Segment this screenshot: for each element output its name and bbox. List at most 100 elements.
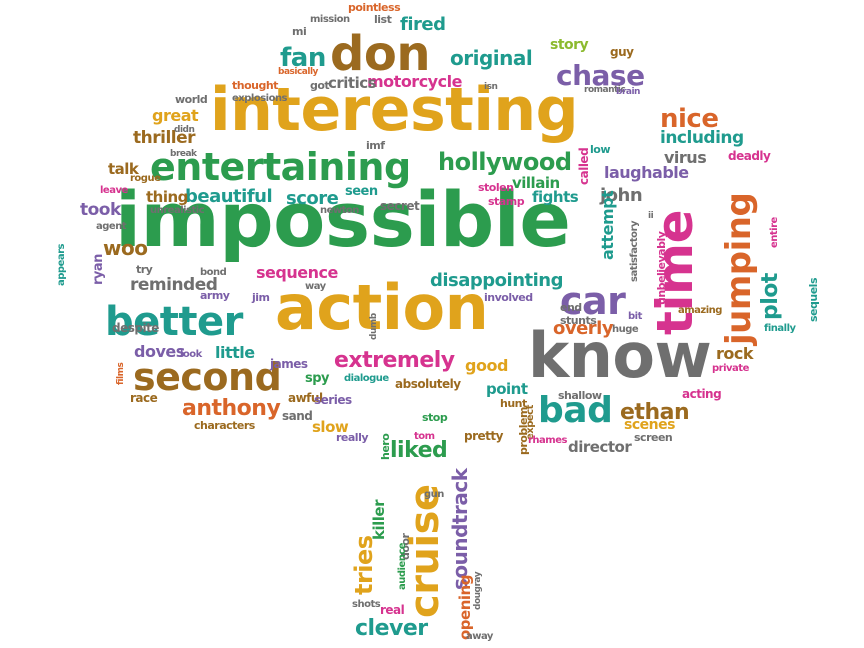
cloud-word: fired (400, 14, 446, 35)
cloud-word: acting (682, 387, 722, 401)
cloud-word: dougray (473, 571, 483, 610)
cloud-word: shots (352, 599, 381, 610)
cloud-word: stamp (488, 195, 525, 208)
cloud-word: sequels (807, 278, 820, 322)
cloud-word: break (170, 149, 197, 159)
cloud-word: real (380, 603, 405, 617)
cloud-word: appears (56, 244, 67, 286)
cloud-word: sand (282, 409, 313, 423)
cloud-word: overly (553, 318, 614, 339)
cloud-word: better (105, 299, 243, 345)
cloud-word: tom (414, 431, 435, 442)
cloud-word: satisfactory (629, 221, 640, 282)
cloud-word: mi (292, 25, 307, 38)
cloud-word: dumb (369, 313, 379, 340)
cloud-word: involved (484, 291, 533, 304)
cloud-word: impossible (115, 175, 571, 264)
cloud-word: entire (769, 217, 780, 248)
cloud-word: low (590, 143, 611, 156)
cloud-word: fights (532, 188, 579, 206)
cloud-word: away (466, 631, 493, 642)
cloud-word: laughable (604, 163, 689, 182)
cloud-word: ryan (91, 254, 106, 285)
cloud-word: agent (96, 221, 127, 232)
cloud-word: anthony (182, 396, 281, 421)
cloud-word: really (336, 431, 369, 444)
cloud-word: series (314, 393, 352, 407)
cloud-word: rock (716, 344, 754, 363)
cloud-word: thought (232, 79, 278, 92)
cloud-word: look (180, 349, 202, 360)
cloud-word: liked (390, 438, 448, 463)
cloud-word: scenes (624, 417, 675, 433)
cloud-word: brain (616, 87, 640, 97)
cloud-word: list (374, 13, 392, 26)
cloud-word: took (80, 200, 121, 220)
cloud-word: interesting (210, 75, 579, 145)
cloud-word: action (275, 271, 489, 344)
cloud-word: attempt (598, 190, 617, 260)
cloud-word: seen (345, 184, 378, 199)
cloud-word: got (310, 79, 330, 92)
cloud-word: gun (424, 489, 444, 500)
cloud-word: tries (350, 535, 378, 595)
cloud-word: finally (764, 323, 796, 334)
cloud-word: secret (380, 199, 420, 213)
cloud-word: clever (355, 616, 428, 641)
cloud-word: unrealistic (150, 205, 205, 216)
cloud-word: including (660, 128, 744, 148)
cloud-word: rhames (528, 435, 567, 446)
cloud-word: world (175, 93, 208, 106)
cloud-word: newton (320, 205, 359, 216)
cloud-word: soundtrack (448, 468, 472, 590)
cloud-word: isn (484, 82, 498, 92)
cloud-word: mission (310, 14, 350, 25)
cloud-word: amazing (678, 305, 722, 316)
cloud-word: ii (648, 211, 654, 221)
cloud-word: know (528, 319, 712, 392)
cloud-word: screen (634, 431, 673, 444)
cloud-word: called (577, 147, 591, 185)
cloud-word: ethan (620, 400, 690, 425)
cloud-word: bond (200, 267, 227, 278)
cloud-word: hollywood (438, 148, 572, 176)
cloud-word: stop (422, 411, 448, 424)
cloud-word: jumping (719, 192, 759, 345)
cloud-word: explosions (232, 93, 288, 104)
cloud-word: villain (512, 174, 560, 192)
cloud-word: reminded (130, 275, 218, 295)
cloud-word: don (330, 26, 431, 82)
cloud-word: romantic (584, 85, 626, 95)
cloud-word: didn (174, 125, 195, 135)
cloud-word: motorcycle (367, 72, 462, 91)
cloud-word: extremely (334, 348, 455, 373)
cloud-word: great (152, 106, 199, 125)
cloud-word: little (215, 343, 255, 362)
cloud-word: critics (328, 74, 377, 92)
cloud-word: thriller (133, 128, 196, 148)
cloud-word: beautiful (185, 186, 273, 207)
cloud-word: second (133, 355, 282, 399)
cloud-word: absolutely (395, 377, 461, 391)
cloud-word: stolen (478, 181, 514, 194)
cloud-word: army (200, 289, 230, 302)
cloud-word: private (712, 363, 749, 374)
cloud-word: unbelievably (655, 231, 668, 305)
cloud-word: chase (556, 59, 645, 92)
cloud-word: john (600, 185, 643, 206)
cloud-word: leave (100, 185, 128, 196)
cloud-word: pretty (464, 429, 503, 443)
cloud-word: plot (758, 273, 783, 320)
cloud-word: doves (134, 342, 185, 361)
cloud-word: race (130, 391, 158, 405)
cloud-word: nice (660, 104, 719, 134)
cloud-word: bit (628, 311, 642, 322)
cloud-word: killer (370, 500, 388, 540)
cloud-word: point (486, 380, 528, 398)
cloud-word: virus (664, 148, 707, 167)
cloud-word: entertaining (150, 145, 411, 189)
cloud-word: james (270, 357, 308, 371)
cloud-word: way (305, 281, 326, 292)
cloud-word: characters (194, 419, 255, 432)
